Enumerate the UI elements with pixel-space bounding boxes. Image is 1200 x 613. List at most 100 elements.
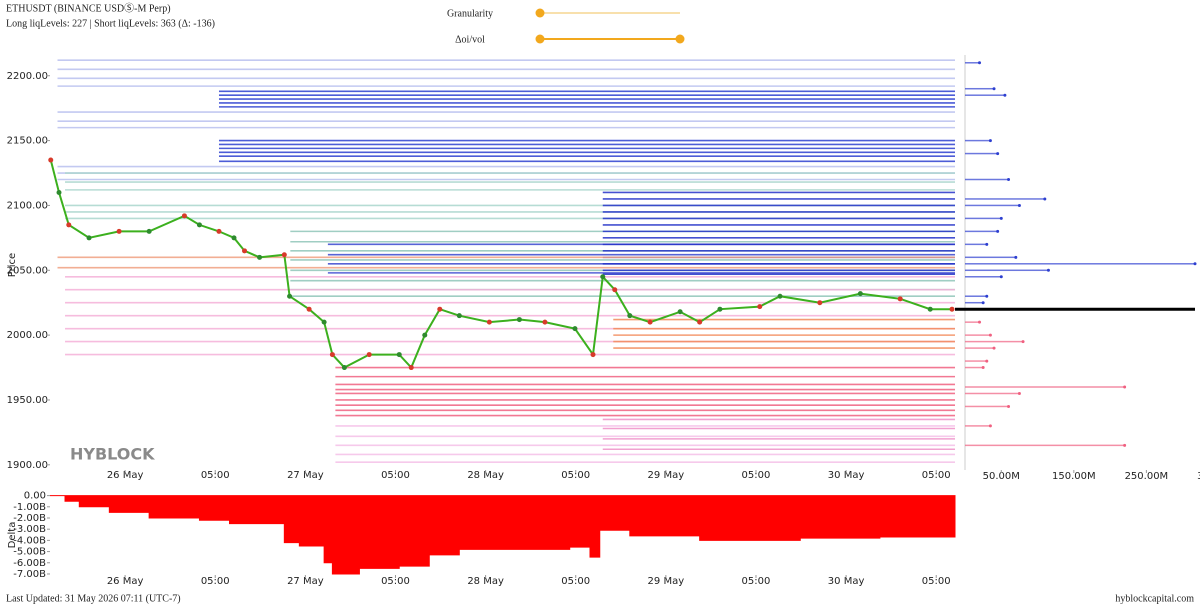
x-tick-label: 28 May <box>467 470 504 481</box>
x-tick-label: 250.00M <box>1125 471 1169 482</box>
x-tick-label: 26 May <box>107 470 144 481</box>
liq-dot <box>978 320 982 324</box>
price-point <box>857 291 863 297</box>
liq-dot <box>1123 443 1127 447</box>
price-point <box>422 332 428 338</box>
price-point <box>677 309 683 315</box>
x-tick-label: 50.00M <box>983 471 1020 482</box>
y-tick-label: 2050.00 <box>7 265 48 276</box>
price-point <box>321 319 327 325</box>
price-point <box>817 300 823 306</box>
liq-dot <box>992 346 996 350</box>
liq-bar <box>965 276 1002 278</box>
price-point <box>281 252 287 258</box>
price-point <box>341 365 347 371</box>
y-tick-label: 2000.00 <box>7 330 48 341</box>
x-tick-label: 350.00M <box>1197 471 1200 482</box>
liq-bar <box>965 217 1002 220</box>
liq-bar <box>965 94 1005 96</box>
liq-dot <box>1007 404 1011 408</box>
x-tick-label: 05:00 <box>381 470 410 481</box>
x-tick-label: 26 May <box>107 576 144 587</box>
price-point <box>408 365 414 371</box>
price-point <box>456 313 462 319</box>
liq-dot <box>985 294 989 298</box>
price-point <box>56 189 62 195</box>
liq-bar <box>965 230 998 233</box>
x-tick-label: 30 May <box>828 576 865 587</box>
x-tick-label: 05:00 <box>742 470 771 481</box>
y-tick-label: -2.00B <box>13 513 46 524</box>
liq-dot <box>988 424 992 428</box>
granularity-knob[interactable] <box>535 8 545 18</box>
liq-bar <box>965 405 1009 408</box>
price-point <box>927 306 933 312</box>
x-tick-label: 05:00 <box>561 470 590 481</box>
liq-bar <box>965 386 1125 388</box>
price-point <box>287 293 293 299</box>
price-point <box>647 319 653 325</box>
doi-vol-label: Δoi/vol <box>455 34 485 45</box>
liq-dot <box>978 61 982 65</box>
liq-bar <box>965 263 1195 265</box>
y-tick-label: 2100.00 <box>7 200 48 211</box>
liq-dot <box>985 359 989 363</box>
price-point <box>627 313 633 319</box>
liq-bar <box>965 360 987 362</box>
x-tick-label: 05:00 <box>201 576 230 587</box>
y-tick-label: 2200.00 <box>7 71 48 82</box>
liq-dot <box>988 139 992 143</box>
liq-bar <box>965 152 998 155</box>
liq-bar <box>965 340 1024 343</box>
x-tick-label: 28 May <box>467 576 504 587</box>
price-point <box>66 222 72 228</box>
liq-bar <box>965 243 987 246</box>
liq-bar <box>965 334 991 336</box>
price-point <box>366 352 372 358</box>
granularity-label: Granularity <box>447 8 493 19</box>
y-tick-label: -5.00B <box>13 547 46 558</box>
price-point <box>572 326 578 332</box>
liq-dot <box>1021 340 1025 344</box>
price-point <box>717 306 723 312</box>
liq-bar <box>965 295 987 297</box>
price-point <box>516 317 522 323</box>
liq-dot <box>999 275 1003 279</box>
liq-dot <box>985 242 989 246</box>
y-tick-label: -4.00B <box>13 535 46 546</box>
liq-bar <box>965 198 1045 200</box>
doi-vol-knob-max[interactable] <box>675 34 685 44</box>
liq-bar <box>965 87 995 90</box>
liq-dot <box>1043 197 1047 201</box>
x-tick-label: 29 May <box>648 470 685 481</box>
x-tick-label: 29 May <box>648 576 685 587</box>
x-tick-label: 05:00 <box>381 576 410 587</box>
liq-bar <box>965 321 980 323</box>
liq-bar <box>965 366 984 369</box>
liq-bar <box>965 204 1020 207</box>
last-updated: Last Updated: 31 May 2026 07:11 (UTC-7) <box>6 593 181 604</box>
x-tick-label: 05:00 <box>922 470 951 481</box>
price-point <box>146 228 152 234</box>
liq-bar <box>965 425 991 427</box>
doi-vol-knob-min[interactable] <box>535 34 545 44</box>
price-point <box>329 352 335 358</box>
y-tick-label: -6.00B <box>13 558 46 569</box>
x-tick-label: 27 May <box>287 470 324 481</box>
liq-dot <box>1123 385 1127 389</box>
y-axis-title: Delta <box>7 522 18 549</box>
price-point <box>600 274 606 280</box>
price-point <box>306 306 312 312</box>
price-point <box>437 306 443 312</box>
y-tick-label: -3.00B <box>13 524 46 535</box>
title: ETHUSDT (BINANCE USDⓈ-M Perp) <box>6 2 171 14</box>
liq-dot <box>999 216 1003 220</box>
liq-dot <box>1007 178 1011 181</box>
liq-dot <box>1193 262 1197 266</box>
price-point <box>116 228 122 234</box>
price-point <box>777 293 783 299</box>
price-point <box>486 319 492 325</box>
price-point <box>949 306 955 312</box>
liq-bar <box>965 178 1009 181</box>
